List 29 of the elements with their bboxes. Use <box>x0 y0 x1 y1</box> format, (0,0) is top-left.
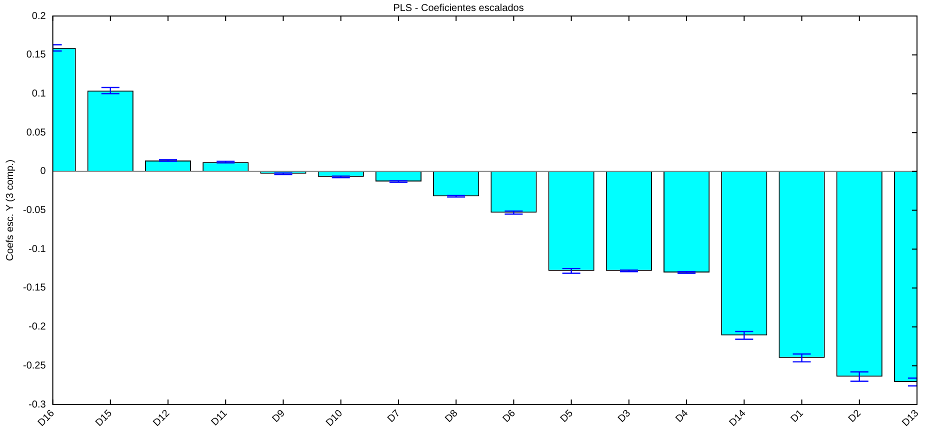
y-axis-title: Coefs esc. Y (3 comp.) <box>4 160 16 261</box>
y-tick-label: 0 <box>40 166 46 178</box>
y-tick-label: -0.2 <box>28 322 46 333</box>
y-tick-label: 0.15 <box>26 50 46 61</box>
x-tick-label: D9 <box>270 408 288 425</box>
x-tick-label: D10 <box>324 408 346 429</box>
x-tick-label: D12 <box>151 408 172 429</box>
x-tick-label: D15 <box>94 408 115 429</box>
y-tick-label: -0.15 <box>22 282 46 294</box>
x-tick-label: D14 <box>727 408 749 429</box>
x-tick-label: D1 <box>789 408 806 425</box>
x-tick-label: D11 <box>209 408 230 428</box>
y-tick-label: -0.05 <box>22 205 46 216</box>
y-tick-label: -0.25 <box>22 360 46 372</box>
x-tick-label: D2 <box>846 408 864 425</box>
x-tick-label: D13 <box>900 408 922 429</box>
x-tick-label: D4 <box>674 408 691 425</box>
y-tick-label: -0.1 <box>28 244 46 255</box>
chart-title: PLS - Coeficientes escalados <box>393 2 524 14</box>
y-tick-label: 0.1 <box>32 88 46 100</box>
x-tick-label: D5 <box>558 408 576 425</box>
y-tick-label: 0.2 <box>32 10 46 22</box>
x-tick-label: D16 <box>36 408 58 429</box>
x-tick-label: D8 <box>443 408 460 425</box>
y-tick-label: -0.3 <box>28 399 46 410</box>
x-tick-label: D3 <box>616 408 634 425</box>
x-tick-label: D6 <box>500 408 518 425</box>
y-tick-label: 0.05 <box>26 127 46 138</box>
x-tick-label: D7 <box>386 408 403 425</box>
